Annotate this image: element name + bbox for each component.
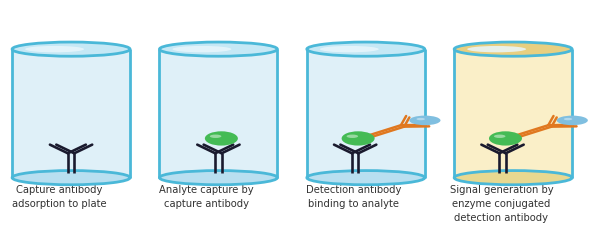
Ellipse shape	[454, 43, 572, 57]
Ellipse shape	[341, 132, 374, 146]
Polygon shape	[307, 50, 425, 178]
Polygon shape	[160, 50, 277, 178]
Ellipse shape	[320, 47, 379, 53]
Text: Analyte capture by
capture antibody: Analyte capture by capture antibody	[160, 185, 254, 208]
Ellipse shape	[454, 171, 572, 185]
Ellipse shape	[409, 116, 440, 126]
Ellipse shape	[347, 135, 358, 138]
Ellipse shape	[494, 135, 505, 138]
Ellipse shape	[160, 171, 277, 185]
Text: Signal generation by
enzyme conjugated
detection antibody: Signal generation by enzyme conjugated d…	[449, 185, 553, 222]
Ellipse shape	[557, 116, 588, 126]
Text: Capture antibody
adsorption to plate: Capture antibody adsorption to plate	[12, 185, 107, 208]
Ellipse shape	[307, 171, 425, 185]
Ellipse shape	[12, 171, 130, 185]
Ellipse shape	[564, 118, 572, 121]
Ellipse shape	[489, 132, 522, 146]
Polygon shape	[454, 50, 572, 178]
Ellipse shape	[467, 47, 526, 53]
Ellipse shape	[12, 43, 130, 57]
Polygon shape	[12, 50, 130, 178]
Text: Detection antibody
binding to analyte: Detection antibody binding to analyte	[307, 185, 401, 208]
Ellipse shape	[160, 43, 277, 57]
Ellipse shape	[205, 132, 238, 146]
Ellipse shape	[172, 47, 232, 53]
Ellipse shape	[307, 43, 425, 57]
Ellipse shape	[416, 118, 425, 121]
Ellipse shape	[25, 47, 84, 53]
Ellipse shape	[210, 135, 221, 138]
